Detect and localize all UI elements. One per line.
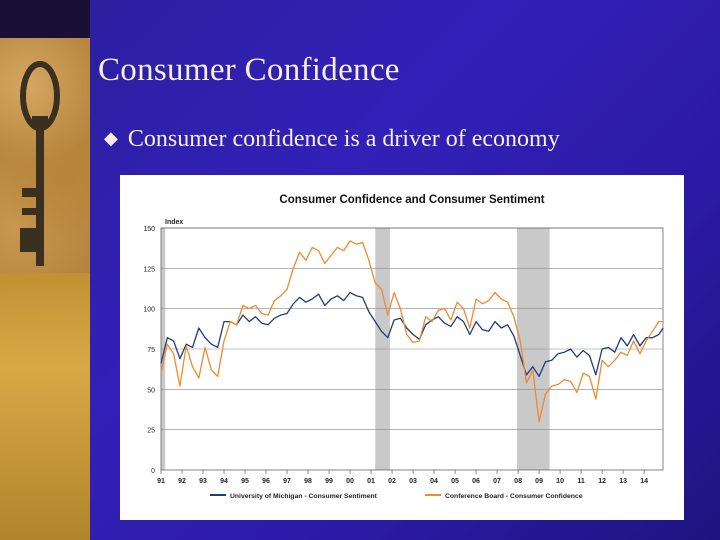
y-tick-label: 100 — [143, 307, 155, 314]
y-tick-label: 75 — [147, 347, 155, 354]
old-key-icon — [20, 61, 60, 266]
y-tick-label: 25 — [147, 428, 155, 435]
x-tick-label: 06 — [472, 478, 480, 485]
plot-frame — [160, 227, 664, 471]
x-tick-label: 98 — [304, 478, 312, 485]
x-tick-label: 96 — [262, 478, 270, 485]
x-tick-label: 91 — [157, 478, 165, 485]
x-tick-label: 04 — [430, 478, 438, 485]
x-tick-label: 05 — [451, 478, 459, 485]
chart-title: Consumer Confidence and Consumer Sentime… — [279, 194, 544, 206]
x-tick-label: 01 — [367, 478, 375, 485]
y-tick-label: 125 — [143, 266, 155, 273]
y-axis-label: Index — [165, 219, 183, 226]
series-line-conference-board — [160, 240, 663, 423]
slide-title: Consumer Confidence — [98, 52, 400, 88]
y-tick-label: 150 — [143, 226, 155, 233]
x-tick-label: 13 — [619, 478, 627, 485]
x-tick-label: 03 — [409, 478, 417, 485]
x-tick-label: 97 — [283, 478, 291, 485]
y-tick-label: 50 — [147, 387, 155, 394]
bullet-item: ◆ Consumer confidence is a driver of econ… — [104, 126, 560, 153]
decor-top-strip — [0, 0, 90, 38]
x-tick-label: 09 — [535, 478, 543, 485]
x-tick-label: 12 — [598, 478, 606, 485]
x-tick-label: 08 — [514, 478, 522, 485]
x-tick-label: 94 — [220, 478, 228, 485]
x-tick-label: 00 — [346, 478, 354, 485]
bullet-diamond-icon: ◆ — [104, 128, 118, 148]
x-tick-label: 07 — [493, 478, 501, 485]
x-tick-label: 92 — [178, 478, 186, 485]
y-tick-label: 0 — [151, 468, 155, 475]
x-tick-label: 11 — [577, 478, 585, 485]
legend-label: University of Michigan - Consumer Sentim… — [230, 493, 378, 500]
x-tick-label: 14 — [640, 478, 648, 485]
x-tick-label: 99 — [325, 478, 333, 485]
line-chart: Consumer Confidence and Consumer Sentime… — [143, 194, 664, 500]
key-photo-panel — [0, 38, 90, 273]
x-tick-label: 95 — [241, 478, 249, 485]
series-line-michigan — [160, 291, 664, 378]
chart-container: Consumer Confidence and Consumer Sentime… — [120, 175, 684, 520]
x-tick-label: 10 — [556, 478, 564, 485]
x-tick-label: 93 — [199, 478, 207, 485]
bullet-text: Consumer confidence is a driver of econo… — [127, 126, 560, 152]
x-tick-label: 02 — [388, 478, 396, 485]
decor-gold-strip — [0, 273, 90, 540]
legend-label: Conference Board - Consumer Confidence — [445, 493, 583, 500]
